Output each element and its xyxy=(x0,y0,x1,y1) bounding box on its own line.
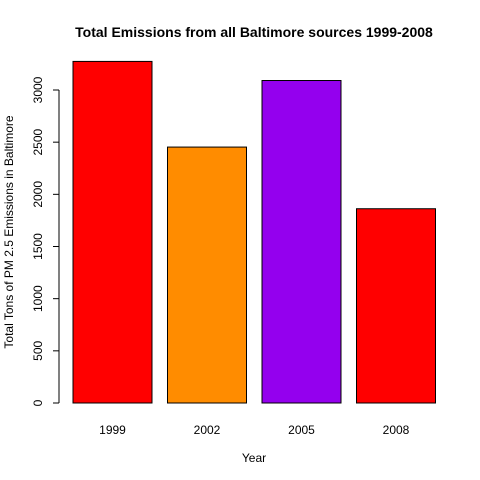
x-tick-label: 2005 xyxy=(288,423,315,437)
y-tick-label: 2000 xyxy=(31,181,45,208)
x-tick-labels: 1999 2002 2005 2008 xyxy=(99,423,410,437)
y-tick-label: 2500 xyxy=(31,128,45,155)
bar-1999 xyxy=(72,60,153,404)
bar-2005 xyxy=(261,80,342,404)
x-tick-label: 1999 xyxy=(99,423,126,437)
x-axis-label: Year xyxy=(242,451,266,465)
y-tick-label: 1000 xyxy=(31,285,45,312)
bar-2008 xyxy=(356,208,436,404)
y-tick-label: 3000 xyxy=(31,76,45,103)
x-tick-label: 2002 xyxy=(194,423,221,437)
chart-title: Total Emissions from all Baltimore sourc… xyxy=(75,24,433,40)
y-tick-label: 500 xyxy=(31,341,45,361)
y-axis: 0 500 1000 1500 2000 2500 3000 xyxy=(31,76,60,406)
x-tick-label: 2008 xyxy=(383,423,410,437)
y-tick-label: 0 xyxy=(31,399,45,406)
y-axis-label: Total Tons of PM 2.5 Emissions in Baltim… xyxy=(2,115,16,349)
bars-group xyxy=(72,60,436,404)
y-tick-label: 1500 xyxy=(31,233,45,260)
bar-2002 xyxy=(167,146,247,404)
